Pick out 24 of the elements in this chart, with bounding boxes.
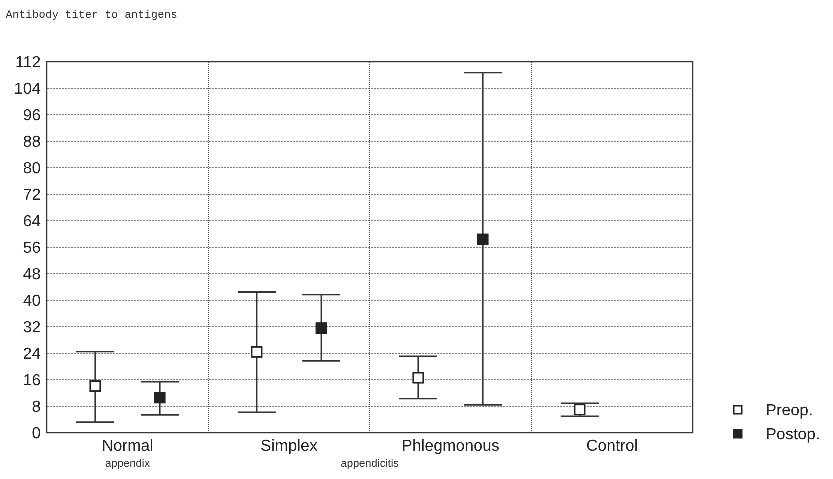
y-tick-label: 24: [23, 346, 42, 364]
y-tick-label: 32: [23, 320, 42, 337]
y-tick-label: 40: [23, 293, 42, 310]
y-tick-label: 56: [23, 240, 42, 258]
legend-label: Postop.: [766, 426, 820, 444]
x-tick-label: Phlegmonous: [402, 438, 500, 455]
y-tick-label: 72: [23, 187, 42, 204]
y-tick-label: 64: [23, 214, 42, 231]
y-tick-label: 80: [23, 160, 42, 178]
y-tick-label: 96: [23, 108, 42, 125]
chart-title: Antibody titer to antigens: [6, 10, 178, 22]
y-tick-label: 0: [32, 426, 42, 443]
y-tick-label: 48: [23, 266, 42, 284]
y-tick-label: 104: [14, 81, 42, 98]
x-tick-label: Simplex: [260, 438, 318, 455]
y-tick-label: 88: [23, 134, 42, 152]
text: appendicitis: [340, 458, 400, 470]
y-tick-label: 8: [32, 399, 42, 416]
text: appendix: [105, 458, 151, 470]
x-tick-label: Control: [586, 438, 638, 455]
legend-label: Preop.: [766, 402, 814, 420]
x-tick-label: Normal: [102, 438, 154, 455]
y-tick-label: 112: [15, 54, 42, 72]
y-tick-label: 16: [23, 372, 42, 390]
